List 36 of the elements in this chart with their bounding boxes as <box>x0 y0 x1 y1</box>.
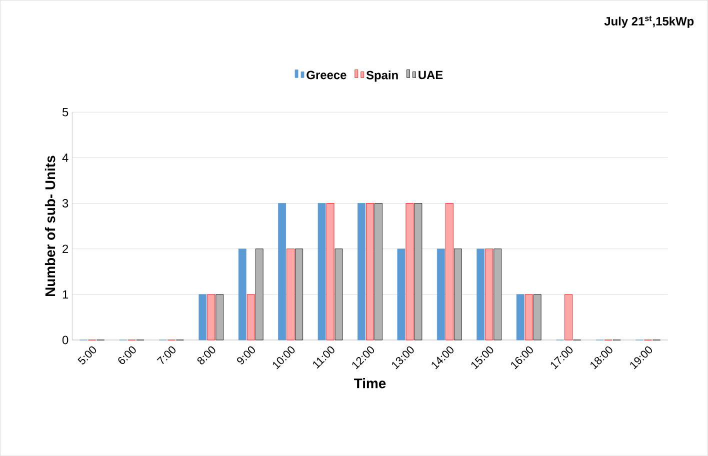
bar <box>524 294 533 340</box>
bar <box>436 248 445 340</box>
y-tick-label: 1 <box>62 290 68 298</box>
x-tick-label: 6:00 <box>118 346 136 364</box>
bar <box>476 248 485 340</box>
legend-label: Greece <box>306 70 346 80</box>
x-tick-label: 8:00 <box>197 346 216 364</box>
y-tick-label: 4 <box>62 154 68 162</box>
bar <box>564 294 572 340</box>
y-tick-label: 2 <box>62 244 68 253</box>
bar <box>286 248 295 340</box>
x-tick-label: 9:00 <box>237 346 255 364</box>
bar <box>198 294 207 340</box>
bar <box>246 294 255 340</box>
bar <box>278 203 286 340</box>
y-axis-title: Number of sub- Units <box>44 156 56 296</box>
chart-title: July 21$^{st}$,15kWp <box>604 16 694 28</box>
bar <box>445 203 454 340</box>
bar <box>406 203 414 340</box>
bar <box>516 294 524 340</box>
bar <box>207 294 216 340</box>
bar <box>366 203 374 340</box>
bar <box>238 248 246 340</box>
x-tick-label: 7:00 <box>156 346 176 364</box>
legend-label: UAE <box>418 70 443 80</box>
legend-label: Spain <box>366 70 398 82</box>
bar <box>358 203 366 340</box>
bar <box>326 203 334 340</box>
x-tick-label: 5:00 <box>78 346 96 364</box>
bar <box>485 248 494 340</box>
y-tick-label: 3 <box>62 198 68 208</box>
bar <box>397 248 406 340</box>
y-tick-label: 5 <box>62 108 68 116</box>
y-tick-label: 0 <box>62 336 68 344</box>
x-axis-title: Time <box>354 378 386 388</box>
bar <box>318 203 326 340</box>
